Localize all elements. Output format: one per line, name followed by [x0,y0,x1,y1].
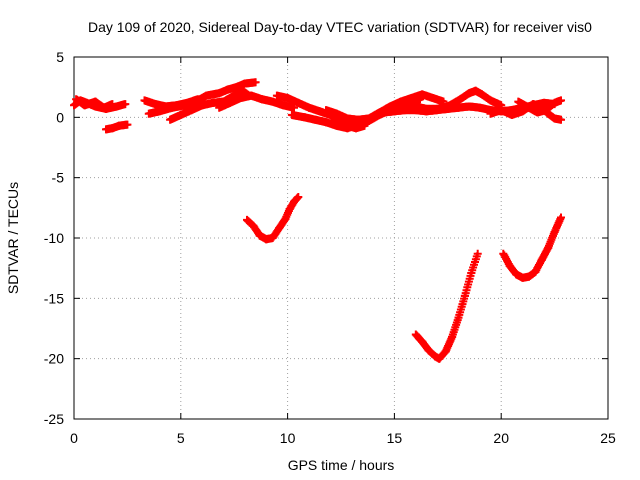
data-point [557,96,565,105]
x-tick-label: 5 [177,430,185,446]
x-tick-label: 25 [600,430,616,446]
series-arc-10 [322,90,448,124]
data-series [70,78,565,363]
data-point [123,120,132,129]
y-tick-label: -25 [44,411,64,427]
y-tick-label: -5 [52,170,65,186]
y-tick-label: 0 [56,109,64,125]
y-axis: -25 -20 -15 -10 -5 0 5 [44,49,608,427]
grid [74,57,608,419]
series-arc-12 [411,86,506,113]
x-axis: 0 5 10 15 20 25 [70,57,616,446]
data-point [251,78,260,87]
x-tick-label: 15 [387,430,403,446]
series-arc-3 [102,120,132,134]
chart-title: Day 109 of 2020, Sidereal Day-to-day VTE… [88,19,592,35]
y-tick-label: -10 [44,230,64,246]
y-tick-label: -15 [44,290,64,306]
x-tick-label: 0 [70,430,78,446]
data-point [108,100,117,109]
x-axis-label: GPS time / hours [288,457,395,473]
series-arc-2 [72,95,117,112]
series-arc-17 [499,213,565,282]
series-arc-16 [411,249,482,363]
y-axis-label: SDTVAR / TECUs [5,182,21,294]
data-point [557,213,565,222]
series-arc-14 [514,96,565,117]
data-point [557,115,565,124]
data-point [294,193,303,201]
x-tick-label: 20 [493,430,509,446]
series-arc-7 [215,91,298,112]
y-tick-label: -20 [44,351,64,367]
data-point [121,100,130,109]
series-arc-15 [243,193,303,244]
series-arc-5 [144,78,260,118]
y-tick-label: 5 [56,49,64,65]
data-point [473,249,482,258]
x-tick-label: 10 [280,430,296,446]
